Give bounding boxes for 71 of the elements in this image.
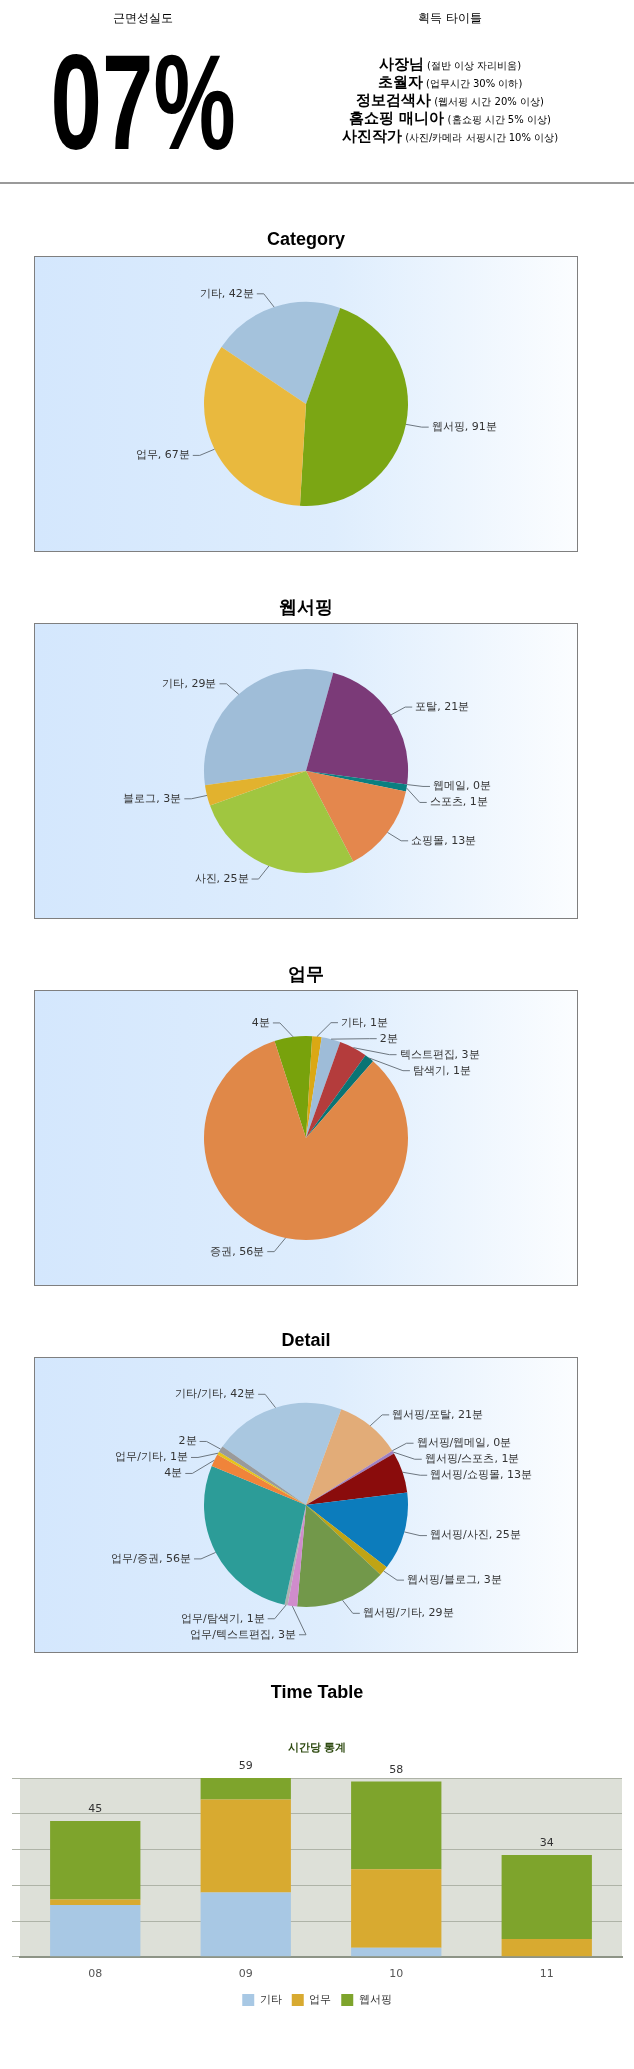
slice-label: 증권, 56분 <box>210 1244 265 1258</box>
slice-label: 웹서핑/스포츠, 1분 <box>424 1452 520 1466</box>
legend-label: 기타 <box>259 1992 282 2006</box>
bar <box>200 1892 291 1957</box>
text: (업무시간 30% 이하) <box>424 78 523 89</box>
chart-title: 업무 <box>288 964 324 984</box>
slice-label: 기타/기타, 42분 <box>175 1387 256 1401</box>
chart-title: Time Table <box>270 1682 364 1702</box>
x-tick-label: 09 <box>238 1967 253 1981</box>
bar <box>200 1778 291 1800</box>
text: (절반 이상 자리비움) <box>426 60 522 71</box>
annotation: 59 <box>238 1759 253 1773</box>
annotation: 58 <box>389 1762 404 1776</box>
slice-label: 기타, 42분 <box>199 286 254 300</box>
chart-subtitle: 시간당 통계 <box>287 1741 347 1754</box>
legend-label: 웹메일, 0분 <box>432 779 491 793</box>
bar <box>50 1904 141 1957</box>
text: 홈쇼핑 매니아 <box>349 109 445 127</box>
slice-label: 기타, 29분 <box>162 676 217 690</box>
text: 근면성실도 <box>113 11 173 25</box>
bar <box>50 1899 141 1905</box>
text: 사장님 <box>378 55 424 73</box>
slice-label: 업무/탐색기, 1분 <box>180 1611 265 1625</box>
text: 정보검색사 <box>356 91 432 109</box>
data-label: 2분 <box>379 1031 398 1045</box>
text: 초월자 <box>377 73 423 91</box>
slice-label: 업무/기타, 1분 <box>115 1450 188 1464</box>
bar <box>501 1938 592 1957</box>
slice-label: 업무/텍스트편집, 3분 <box>190 1627 296 1641</box>
bar <box>351 1781 442 1870</box>
text: 07% <box>50 26 236 178</box>
x-tick-label: 08 <box>88 1967 103 1981</box>
slice-label: 웹서핑/블로그, 3분 <box>406 1573 502 1586</box>
slice-label: 업무, 67분 <box>135 448 190 462</box>
bar <box>351 1869 442 1948</box>
bar <box>351 1947 442 1957</box>
slice-label: 사진, 25분 <box>194 871 249 885</box>
bar <box>50 1820 141 1900</box>
legend-label: 웹서핑 <box>358 1992 392 2006</box>
bar <box>501 1854 592 1939</box>
text: (홈쇼핑 시간 5% 이상) <box>446 114 551 125</box>
legend-label: 웹서핑/웹메일, 0분 <box>416 1436 512 1450</box>
slice-label: 기타, 1분 <box>340 1015 388 1029</box>
slice-label: 스포츠, 1분 <box>429 795 488 809</box>
slice-label: 블로그, 3분 <box>123 791 182 805</box>
x-tick-label: 11 <box>539 1967 554 1981</box>
annotation: 34 <box>539 1836 554 1850</box>
text: (웹서핑 시간 20% 이상) <box>433 96 544 107</box>
slice-label: 웹서핑/포탈, 21분 <box>392 1407 483 1421</box>
annotation: 45 <box>88 1802 103 1816</box>
slice-label: 탐색기, 1분 <box>412 1063 471 1077</box>
slice-label: 쇼핑몰, 13분 <box>411 833 477 847</box>
slice-label: 웹서핑/쇼핑몰, 13분 <box>430 1468 532 1482</box>
slice-label: 텍스트편집, 3분 <box>399 1047 480 1061</box>
chart-title: Category <box>266 229 346 249</box>
chart-title: 웹서핑 <box>279 597 333 617</box>
text: 사진작가 <box>341 127 402 145</box>
slice-label: 웹서핑, 91분 <box>431 419 497 433</box>
slice-label: 웹서핑/기타, 29분 <box>362 1606 454 1620</box>
data-label: 2분 <box>178 1434 197 1448</box>
slice-label: 포탈, 21분 <box>415 699 470 713</box>
slice-label: 업무/증권, 56분 <box>111 1551 192 1565</box>
x-tick-label: 10 <box>389 1967 404 1981</box>
text: 획득 타이틀 <box>418 11 482 25</box>
bar <box>200 1799 291 1893</box>
legend-label: 업무 <box>309 1992 332 2006</box>
data-label: 4분 <box>164 1466 183 1480</box>
text: (사진/카메라 서핑시간 10% 이상) <box>404 132 559 143</box>
slice-label: 웹서핑/사진, 25분 <box>429 1528 521 1542</box>
chart-title: Detail <box>281 1330 331 1350</box>
data-label: 4분 <box>251 1015 270 1029</box>
